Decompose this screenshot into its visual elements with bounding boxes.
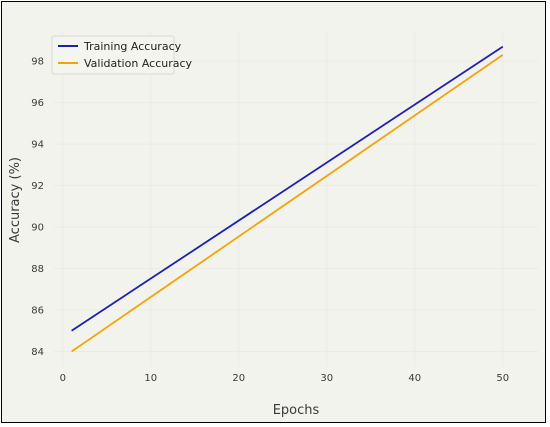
- series-line-validation: [71, 54, 504, 353]
- legend-label-validation: Validation Accuracy: [84, 57, 193, 70]
- y-tick-label: 90: [31, 223, 44, 234]
- x-tick-labels: 0 10 20 30 40 50: [60, 373, 510, 384]
- x-tick-label: 40: [408, 373, 421, 384]
- y-tick-label: 84: [31, 347, 44, 358]
- legend: Training Accuracy Validation Accuracy: [51, 35, 193, 75]
- y-tick-label: 98: [31, 57, 44, 68]
- y-axis-title: Accuracy (%): [8, 157, 23, 243]
- x-tick-label: 50: [496, 373, 509, 384]
- series-line-training: [71, 45, 504, 332]
- y-tick-label: 92: [31, 181, 44, 192]
- y-tick-label: 94: [31, 140, 44, 151]
- y-tick-labels: 84 86 88 90 92 94 96 98: [31, 57, 44, 358]
- y-tick-label: 88: [31, 264, 44, 275]
- x-tick-label: 30: [320, 373, 333, 384]
- x-tick-label: 0: [60, 373, 66, 384]
- y-tick-label: 96: [31, 98, 44, 109]
- x-axis-title: Epochs: [273, 403, 320, 418]
- legend-box: [51, 35, 175, 75]
- x-tick-label: 10: [144, 373, 157, 384]
- series-lines: [71, 45, 504, 353]
- x-tick-label: 20: [232, 373, 245, 384]
- legend-label-training: Training Accuracy: [83, 40, 182, 53]
- y-tick-label: 86: [31, 306, 44, 317]
